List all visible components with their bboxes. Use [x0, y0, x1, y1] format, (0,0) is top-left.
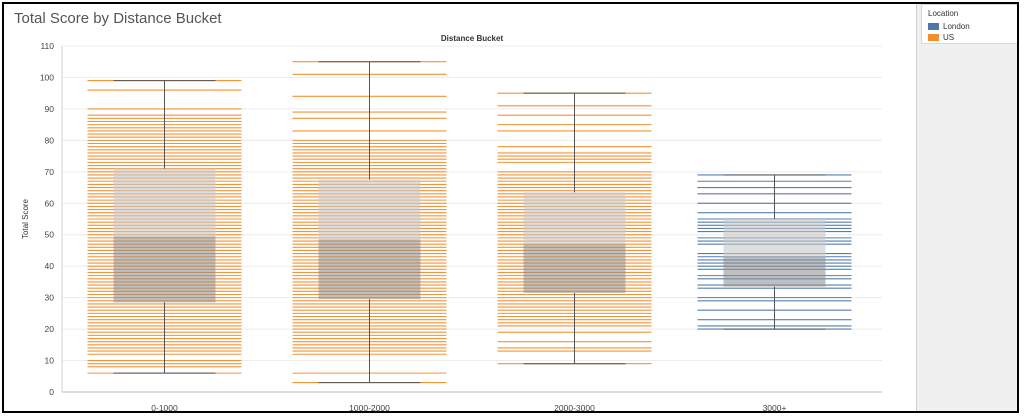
x-tick-label: 2000-3000 — [554, 403, 595, 411]
legend-title: Location — [928, 9, 959, 18]
box-lower — [523, 244, 626, 293]
y-tick-label: 20 — [45, 324, 55, 334]
box-plot-chart: Distance Bucket 0 10 20 30 40 50 60 70 80 90 100 110… — [21, 34, 882, 411]
legend-swatch — [928, 23, 939, 30]
y-tick-label: 10 — [45, 356, 55, 366]
x-tick-label: 1000-2000 — [349, 403, 390, 411]
legend: Location London US — [921, 4, 1017, 44]
legend-swatch — [928, 34, 939, 41]
y-tick-label: 30 — [45, 293, 55, 303]
y-tick-label: 0 — [49, 387, 54, 397]
y-tick-label: 50 — [45, 230, 55, 240]
legend-item-london[interactable]: London — [922, 21, 1017, 32]
page-title: Total Score by Distance Bucket — [14, 10, 222, 27]
dashboard-frame: Total Score by Distance Bucket Distance … — [2, 2, 1019, 413]
y-tick-label: 80 — [45, 135, 55, 145]
legend-label: US — [943, 33, 955, 42]
y-tick-label: 100 — [40, 72, 54, 82]
y-tick-label: 90 — [45, 104, 55, 114]
box-lower — [318, 239, 421, 300]
box-upper — [723, 219, 826, 257]
y-tick-label: 40 — [45, 261, 55, 271]
box-upper — [318, 179, 421, 240]
y-tick-label: 60 — [45, 198, 55, 208]
side-panel: Location London US — [916, 4, 1017, 411]
box-lower — [113, 236, 216, 303]
x-tick-label: 3000+ — [763, 403, 787, 411]
y-tick-label: 110 — [40, 41, 54, 51]
x-tick-label: 0-1000 — [151, 403, 178, 411]
box-upper — [523, 192, 626, 245]
chart-title: Distance Bucket — [441, 34, 504, 43]
box-lower — [723, 256, 826, 287]
legend-item-us[interactable]: US — [922, 32, 1017, 43]
y-axis-label: Total Score — [21, 198, 30, 239]
box-upper — [113, 168, 216, 237]
legend-label: London — [943, 22, 970, 31]
y-tick-label: 70 — [45, 167, 55, 177]
